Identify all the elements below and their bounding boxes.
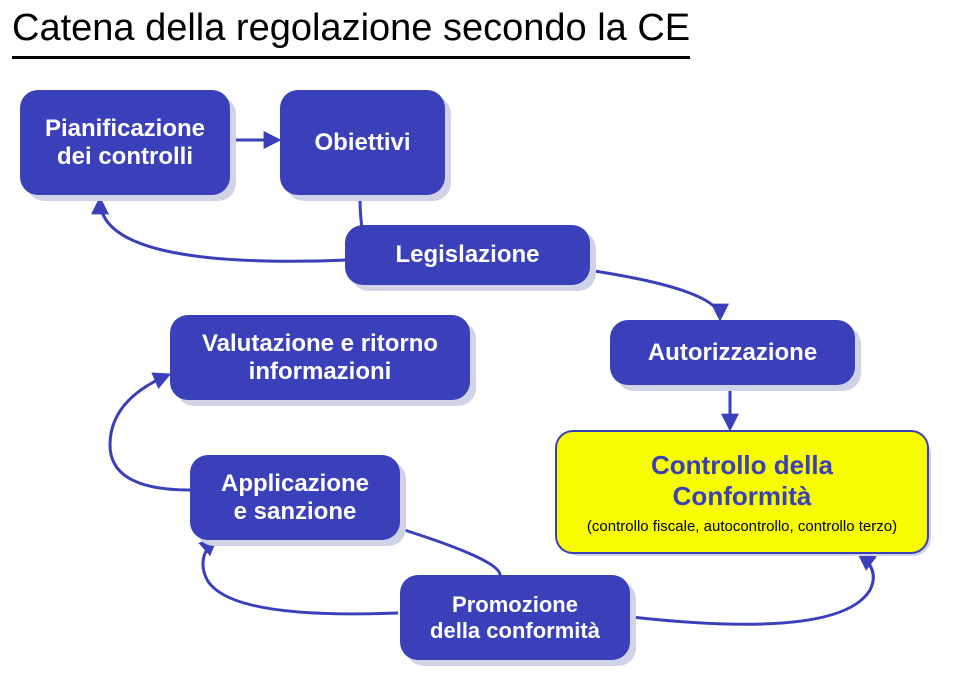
flow-edge: [588, 270, 720, 318]
node-obiettivi: Obiettivi: [280, 90, 445, 195]
node-pianificazione: Pianificazionedei controlli: [20, 90, 230, 195]
node-conformita: Controllo dellaConformità (controllo fisc…: [555, 430, 929, 554]
node-label: Applicazione: [221, 470, 369, 498]
node-valutazione: Valutazione e ritornoinformazioni: [170, 315, 470, 400]
node-label: Pianificazione: [45, 115, 205, 143]
node-label: Obiettivi: [314, 129, 410, 157]
node-label: Conformità: [673, 481, 812, 512]
flow-edge: [203, 540, 398, 614]
node-autorizzazione: Autorizzazione: [610, 320, 855, 385]
node-label: Autorizzazione: [648, 339, 817, 367]
node-sublabel: (controllo fiscale, autocontrollo, contr…: [587, 518, 897, 535]
node-applicazione: Applicazionee sanzione: [190, 455, 400, 540]
node-promozione: Promozionedella conformità: [400, 575, 630, 660]
node-label: e sanzione: [234, 498, 357, 526]
node-label: della conformità: [430, 618, 600, 644]
flow-edge: [100, 200, 348, 261]
node-label: Promozione: [452, 592, 578, 618]
flow-edge: [632, 555, 873, 624]
node-label: Valutazione e ritorno: [202, 330, 438, 358]
node-legislazione: Legislazione: [345, 225, 590, 285]
node-label: Controllo della: [651, 450, 833, 481]
flow-edge: [398, 528, 500, 575]
slide-title: Catena della regolazione secondo la CE: [12, 8, 690, 59]
node-label: dei controlli: [57, 143, 193, 171]
node-label: informazioni: [249, 358, 392, 386]
node-label: Legislazione: [395, 241, 539, 269]
